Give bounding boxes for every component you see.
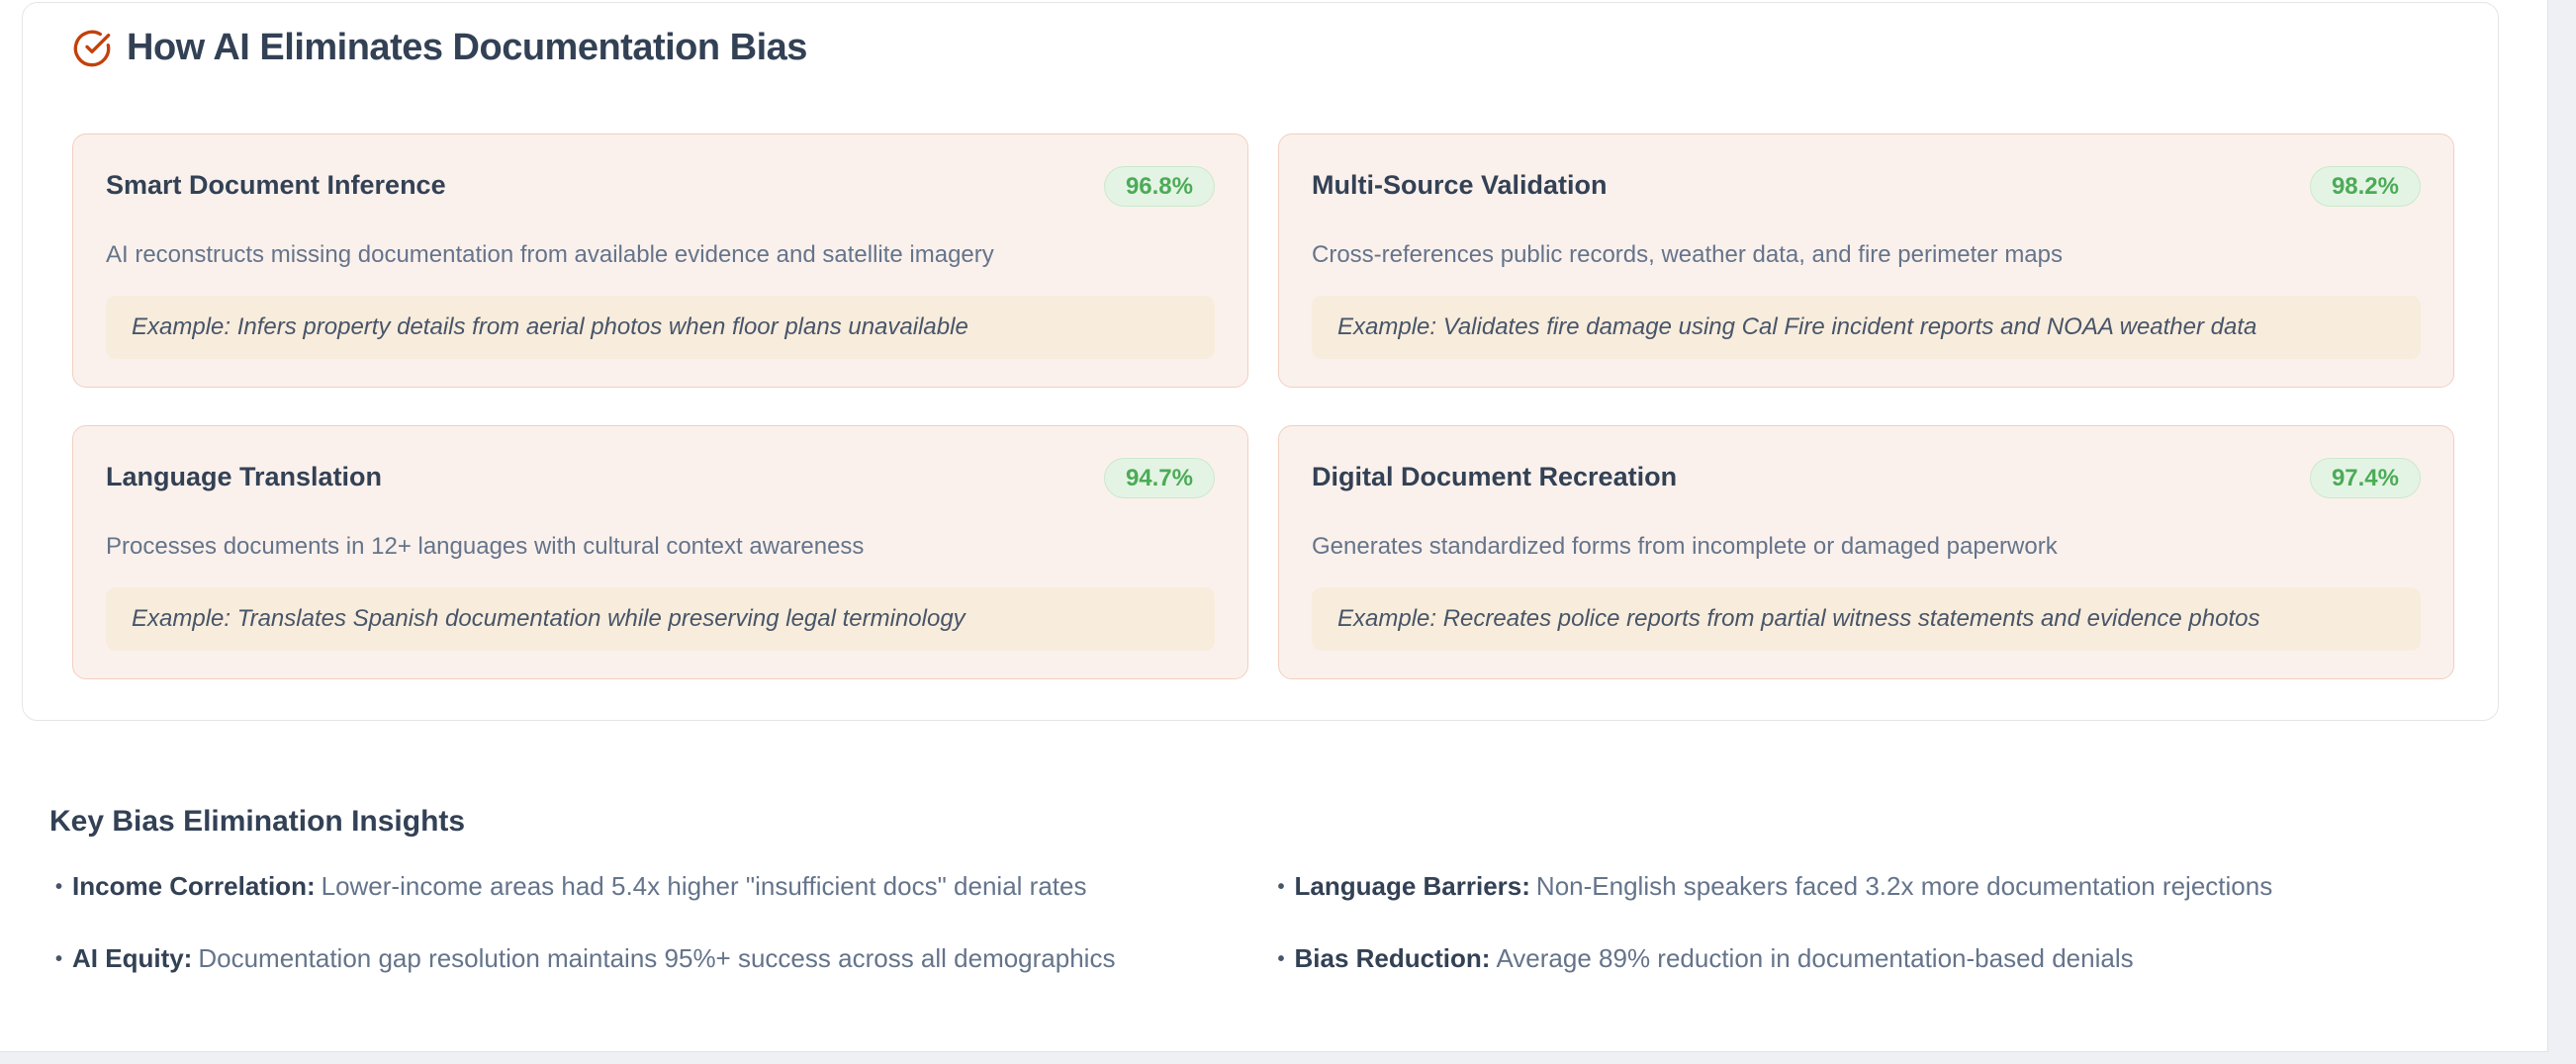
insight-text: Average 89% reduction in documentation-b… — [1496, 943, 2134, 973]
insight-item: • AI Equity: Documentation gap resolution … — [49, 942, 1272, 975]
card-header-row: Digital Document Recreation 97.4% — [1312, 458, 2421, 498]
insight-item: • Bias Reduction: Average 89% reduction in… — [1272, 942, 2495, 975]
insight-label: Income Correlation: — [72, 871, 316, 901]
accuracy-badge: 97.4% — [2309, 458, 2421, 498]
insight-label: Bias Reduction: — [1294, 943, 1491, 973]
bullet-icon: • — [1277, 948, 1285, 970]
card-header-row: Smart Document Inference 96.8% — [106, 166, 1215, 207]
insight-text: Documentation gap resolution maintains 9… — [198, 943, 1116, 973]
card-example: Example: Validates fire damage using Cal… — [1312, 296, 2421, 359]
accuracy-badge: 98.2% — [2309, 166, 2421, 207]
card-title: Language Translation — [106, 462, 383, 491]
card-description: Cross-references public records, weather… — [1312, 241, 2063, 268]
bullet-icon: • — [1277, 876, 1285, 898]
bullet-icon: • — [55, 876, 63, 898]
capability-cards-grid: Smart Document Inference 96.8% AI recons… — [72, 133, 2454, 679]
card-title: Smart Document Inference — [106, 170, 446, 200]
documentation-bias-panel: How AI Eliminates Documentation Bias Sma… — [22, 2, 2499, 721]
card-example: Example: Infers property details from ae… — [106, 296, 1215, 359]
bullet-icon: • — [55, 948, 63, 970]
card-title: Digital Document Recreation — [1312, 462, 1678, 491]
card-example: Example: Recreates police reports from p… — [1312, 587, 2421, 651]
insight-label: Language Barriers: — [1294, 871, 1530, 901]
insight-item: • Income Correlation: Lower-income areas h… — [49, 870, 1272, 903]
insight-item: • Language Barriers: Non-English speakers … — [1272, 870, 2495, 903]
insights-title: Key Bias Elimination Insights — [49, 805, 466, 838]
card-description: Generates standardized forms from incomp… — [1312, 533, 2058, 560]
insight-label: AI Equity: — [72, 943, 193, 973]
accuracy-badge: 96.8% — [1103, 166, 1215, 207]
capability-card: Multi-Source Validation 98.2% Cross-refe… — [1278, 133, 2454, 388]
insights-section: Key Bias Elimination Insights • Income Co… — [49, 803, 2494, 975]
content-container: How AI Eliminates Documentation Bias Sma… — [0, 0, 2548, 1052]
card-description: AI reconstructs missing documentation fr… — [106, 241, 994, 268]
insight-text: Lower-income areas had 5.4x higher "insu… — [321, 871, 1087, 901]
card-description: Processes documents in 12+ languages wit… — [106, 533, 865, 560]
accuracy-badge: 94.7% — [1103, 458, 1215, 498]
card-header-row: Multi-Source Validation 98.2% — [1312, 166, 2421, 207]
check-circle-icon — [72, 29, 112, 68]
insight-text: Non-English speakers faced 3.2x more doc… — [1535, 871, 2273, 901]
capability-card: Digital Document Recreation 97.4% Genera… — [1278, 425, 2454, 679]
panel-title: How AI Eliminates Documentation Bias — [127, 27, 807, 68]
card-header-row: Language Translation 94.7% — [106, 458, 1215, 498]
card-title: Multi-Source Validation — [1312, 170, 1608, 200]
panel-header: How AI Eliminates Documentation Bias — [23, 3, 2498, 69]
capability-card: Language Translation 94.7% Processes doc… — [72, 425, 1248, 679]
card-example: Example: Translates Spanish documentatio… — [106, 587, 1215, 651]
insights-grid: • Income Correlation: Lower-income areas h… — [49, 870, 2494, 975]
capability-card: Smart Document Inference 96.8% AI recons… — [72, 133, 1248, 388]
